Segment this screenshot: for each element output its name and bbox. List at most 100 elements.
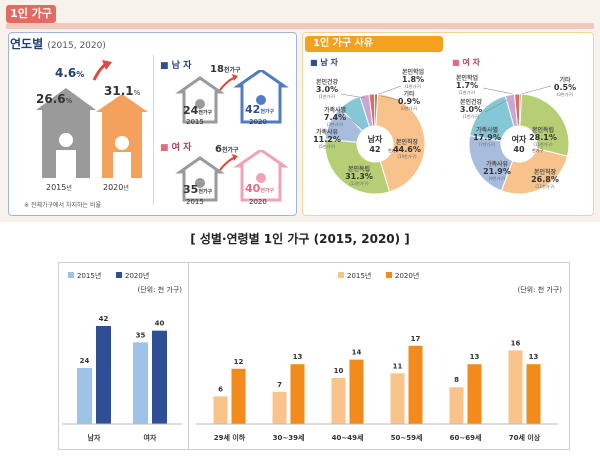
bar-2015년-40~49세 — [331, 378, 346, 424]
bar-value-label: 24 — [80, 357, 90, 365]
slice-pct: 28.1% — [529, 133, 557, 142]
female-houses — [175, 150, 289, 202]
house-2015-icon — [36, 88, 96, 178]
slice-name: 기타 — [559, 76, 571, 84]
legend-swatch — [338, 272, 344, 278]
bar-2015년-남자 — [77, 368, 92, 424]
slice-count: (5천가구) — [319, 143, 336, 149]
slice-count: (9천가구) — [489, 175, 506, 181]
bar-2020년-여자 — [152, 330, 167, 424]
slice-pct: 0.5% — [554, 83, 576, 92]
yearly-title: 연도별 (2015, 2020) — [10, 35, 106, 52]
reasons-female-label: ■ 여 자 — [452, 58, 480, 67]
bar-value-label: 35 — [136, 331, 146, 339]
slice-name: 본인학업 — [456, 74, 478, 82]
male-value-2020: 42천가구 — [245, 103, 275, 116]
reasons-male-label: ■ 남 자 — [310, 58, 338, 67]
bar-value-label: 13 — [470, 353, 480, 361]
female-year-2020: 2020 — [249, 198, 267, 206]
bar-value-label: 6 — [218, 385, 223, 393]
slice-count: (7천가구) — [479, 141, 496, 147]
bar-2015년-70세 이상 — [508, 350, 523, 424]
bar-2015년-30~39세 — [272, 391, 287, 424]
legend-label: 2015년 — [347, 271, 371, 280]
category-label: 40~49세 — [332, 433, 364, 442]
donut-center-label: 여자 — [512, 134, 527, 144]
legend-swatch — [116, 272, 122, 278]
legend-label: 2020년 — [125, 271, 149, 280]
bar-value-label: 13 — [293, 353, 303, 361]
bar-value-label: 7 — [277, 381, 282, 389]
bar-2020년-50~59세 — [408, 345, 423, 424]
female-square-icon: ■ — [160, 143, 169, 153]
slice-name: 본인직장 — [396, 138, 419, 146]
donut-center-value: 42 — [369, 145, 380, 154]
yearly-graphic — [36, 60, 148, 178]
slice-pct: 1.7% — [456, 81, 478, 90]
category-label: 60~69세 — [450, 433, 482, 442]
male-square-icon: ■ — [160, 61, 169, 71]
bar-value-label: 42 — [99, 315, 109, 323]
slice-count: (1천가구) — [463, 113, 480, 119]
male-value-2015: 24천가구 — [183, 104, 213, 117]
unit-label: (단위: 천 가구) — [138, 285, 183, 294]
unit-label: (단위: 천 가구) — [518, 285, 563, 294]
house-2020-icon — [96, 94, 148, 178]
bar-2020년-40~49세 — [349, 359, 364, 424]
legend-label: 2020년 — [395, 271, 419, 280]
bar-value-label: 12 — [234, 358, 244, 366]
yearly-value-2015: 26.6% — [36, 92, 73, 106]
slice-name: 가족사유 — [486, 160, 509, 168]
header-bar — [6, 23, 594, 29]
bar-value-label: 11 — [393, 362, 403, 370]
yearly-label-2020: 2020년 — [103, 183, 129, 192]
female-increase: 6천가구 — [215, 144, 239, 155]
slice-pct: 17.9% — [473, 133, 501, 142]
reasons-title: 1인 가구 사유 — [305, 36, 443, 52]
male-year-2020: 2020 — [249, 118, 267, 126]
slice-pct: 3.0% — [316, 85, 338, 94]
male-increase: 18천가구 — [210, 64, 241, 75]
increase-arrow-icon — [92, 62, 107, 81]
bar-value-label: 40 — [155, 320, 165, 328]
bar-2015년-60~69세 — [449, 387, 464, 424]
female-value-2015: 35천가구 — [183, 183, 213, 196]
slice-pct: 1.8% — [402, 75, 424, 84]
donut-slice-1 — [500, 147, 569, 195]
slice-name: 본인독립 — [532, 126, 554, 134]
slice-name: 가족사유 — [316, 128, 339, 136]
header-title: 1인 가구 — [6, 5, 56, 23]
slice-pct: 0.9% — [398, 97, 420, 106]
bar-value-label: 8 — [454, 376, 459, 384]
slice-count: (0천가구) — [557, 91, 574, 97]
female-value-2020: 40천가구 — [245, 182, 275, 195]
slice-count: (1천가구) — [459, 89, 476, 95]
slice-pct: 26.8% — [531, 175, 559, 184]
slice-pct: 3.0% — [460, 105, 482, 114]
bottom-title: [ 성별·연령별 1인 가구 (2015, 2020) ] — [190, 232, 410, 246]
yearly-subtitle: (2015, 2020) — [47, 41, 106, 51]
female-summary-label: ■ 여 자 — [160, 143, 192, 153]
bar-2015년-여자 — [133, 342, 148, 424]
bar-value-label: 10 — [334, 367, 344, 375]
legend-swatch — [68, 272, 74, 278]
bar-value-label: 14 — [352, 349, 362, 357]
slice-count: (3천가구) — [327, 121, 344, 127]
bar-2015년-50~59세 — [390, 373, 405, 424]
male-houses — [175, 70, 289, 124]
yearly-note: ※ 전체가구에서 차지하는 비율 — [24, 202, 101, 209]
bar-2020년-30~39세 — [290, 364, 305, 424]
slice-pct: 11.2% — [313, 135, 341, 144]
slice-name: 기타 — [403, 90, 415, 98]
slice-count: (1천가구) — [405, 83, 422, 89]
bar-2020년-70세 이상 — [526, 364, 541, 424]
donut-center-unit: 천가구 — [388, 147, 399, 153]
donut-center-unit: 천가구 — [532, 147, 543, 153]
slice-pct: 44.6% — [393, 145, 421, 154]
slice-count: (13천가구) — [349, 180, 369, 186]
legend-label: 2015년 — [77, 271, 101, 280]
age-chart-box — [188, 262, 570, 450]
bar-2020년-29세 이하 — [231, 368, 246, 424]
